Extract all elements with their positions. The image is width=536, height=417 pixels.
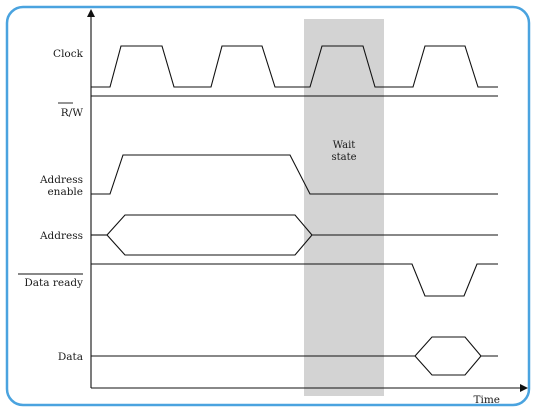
address-label: Address	[39, 230, 83, 242]
address-enable-label-line1: Address	[39, 174, 83, 186]
data-label: Data	[58, 351, 83, 363]
time-axis-label: Time	[473, 394, 500, 406]
address-enable-label-line2: enable	[47, 186, 83, 198]
wait-state-label-line1: Wait	[333, 140, 356, 151]
panel-border	[5, 5, 531, 407]
clock-label: Clock	[53, 48, 84, 60]
wait-state-label-line2: state	[331, 152, 356, 163]
rw-label: R/W	[61, 107, 83, 119]
clock-waveform	[91, 45, 498, 88]
data-ready-waveform	[91, 263, 498, 297]
address-enable-waveform	[91, 154, 498, 195]
data-ready-label: Data ready	[24, 277, 83, 289]
wait-state-band	[304, 19, 384, 396]
